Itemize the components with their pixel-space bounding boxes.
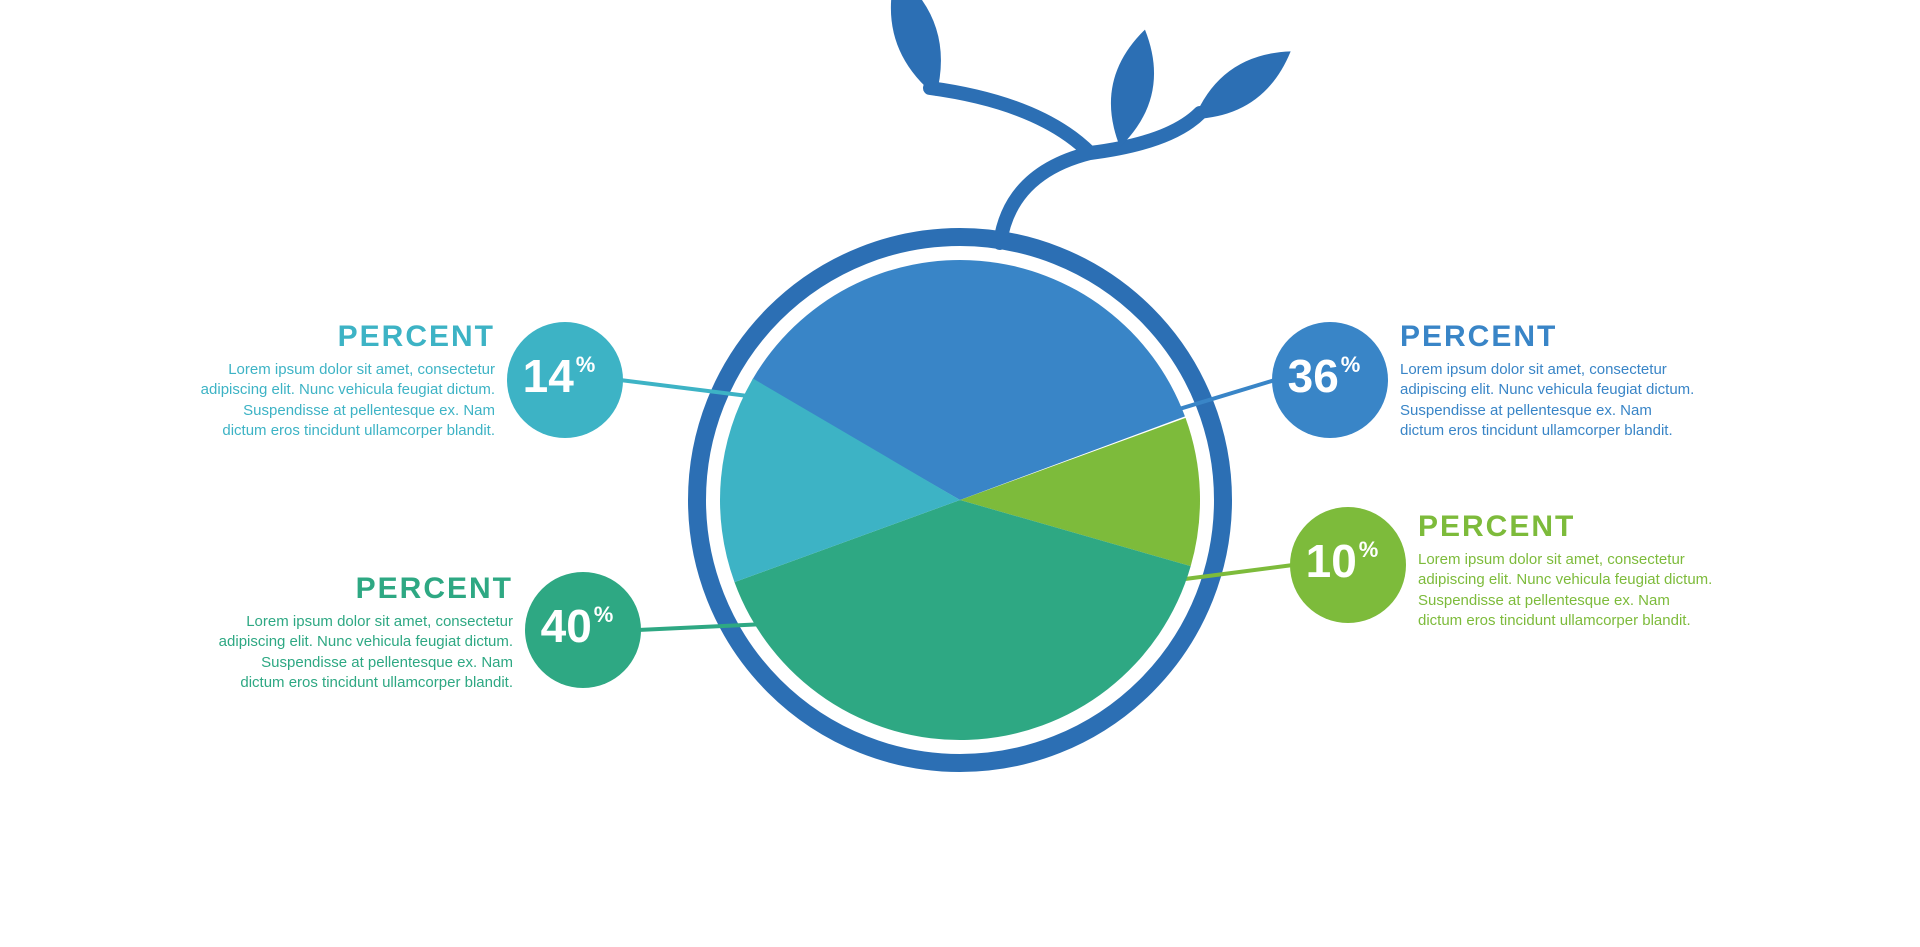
text-block-lime: PERCENT Lorem ipsum dolor sit amet, conse… [1418, 510, 1718, 631]
infographic-stage: 14% 40% 36% 10% PERCENT Lorem ipsum dolor si… [0, 0, 1920, 947]
text-block-teal: PERCENT Lorem ipsum dolor sit amet, conse… [195, 320, 495, 441]
leaf-decoration [876, 0, 1302, 243]
body-blue: Lorem ipsum dolor sit amet, consectetur … [1400, 360, 1700, 441]
body-teal: Lorem ipsum dolor sit amet, consectetur … [195, 360, 495, 441]
title-teal: PERCENT [195, 320, 495, 354]
badge-lime: 10% [1290, 507, 1406, 623]
text-block-blue: PERCENT Lorem ipsum dolor sit amet, conse… [1400, 320, 1700, 441]
badge-green: 40% [525, 572, 641, 688]
badge-blue: 36% [1272, 322, 1388, 438]
badge-teal: 14% [507, 322, 623, 438]
body-green: Lorem ipsum dolor sit amet, consectetur … [213, 612, 513, 693]
stem [930, 88, 1200, 243]
title-lime: PERCENT [1418, 510, 1718, 544]
text-block-green: PERCENT Lorem ipsum dolor sit amet, conse… [213, 572, 513, 693]
title-blue: PERCENT [1400, 320, 1700, 354]
title-green: PERCENT [213, 572, 513, 606]
infographic-canvas: 14% 40% 36% 10% [0, 0, 1920, 947]
body-lime: Lorem ipsum dolor sit amet, consectetur … [1418, 550, 1718, 631]
